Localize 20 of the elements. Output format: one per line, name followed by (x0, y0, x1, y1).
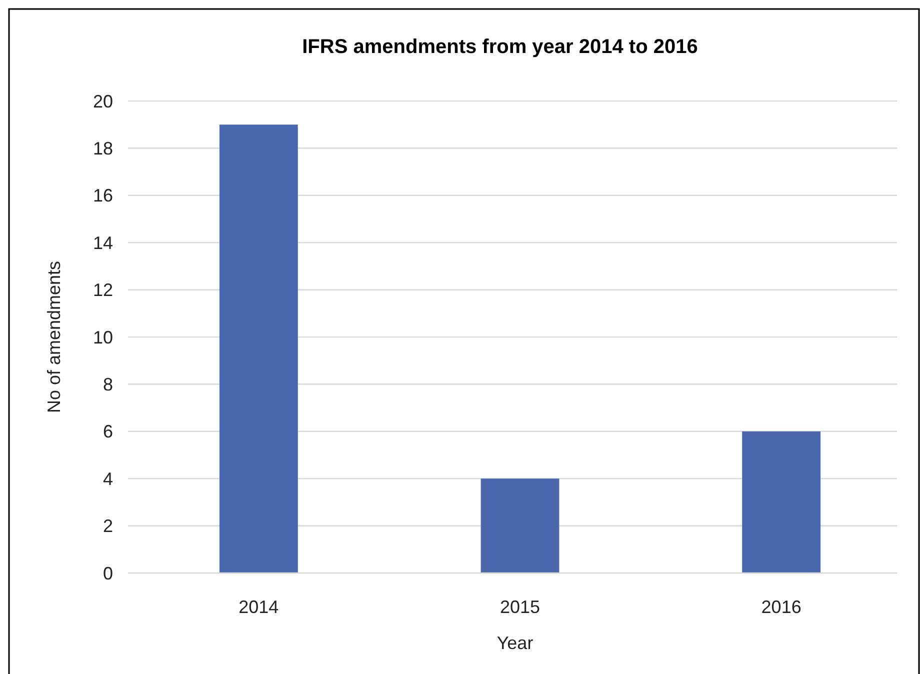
bar (742, 431, 821, 573)
y-tick-label: 20 (92, 91, 113, 112)
y-tick-label: 10 (92, 327, 113, 348)
x-tick-label: 2016 (761, 597, 802, 617)
x-axis-title: Year (496, 633, 534, 653)
chart-title: IFRS amendments from year 2014 to 2016 (302, 36, 698, 58)
y-tick-label: 14 (92, 232, 113, 253)
y-tick-label: 6 (102, 422, 113, 442)
y-tick-label: 2 (102, 516, 113, 536)
bar (219, 124, 298, 573)
y-tick-label: 8 (102, 374, 113, 394)
x-tick-label: 2014 (238, 597, 279, 617)
y-tick-label: 0 (102, 563, 113, 584)
y-tick-label: 16 (92, 186, 113, 206)
y-tick-label: 18 (92, 138, 113, 158)
y-tick-label: 4 (102, 468, 113, 489)
y-axis-title: No of amendments (44, 260, 64, 414)
bar (480, 478, 560, 573)
y-tick-label: 12 (92, 280, 113, 300)
x-tick-label: 2015 (500, 597, 540, 617)
